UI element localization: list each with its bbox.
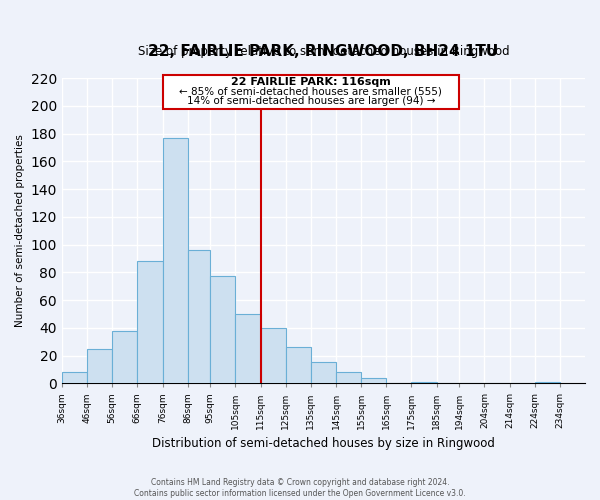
Text: 14% of semi-detached houses are larger (94) →: 14% of semi-detached houses are larger (…: [187, 96, 435, 106]
Bar: [235, 314, 260, 384]
Title: 22, FAIRLIE PARK, RINGWOOD, BH24 1TU: 22, FAIRLIE PARK, RINGWOOD, BH24 1TU: [148, 44, 499, 59]
Text: Contains HM Land Registry data © Crown copyright and database right 2024.
Contai: Contains HM Land Registry data © Crown c…: [134, 478, 466, 498]
Bar: [210, 276, 235, 384]
Bar: [361, 378, 386, 384]
X-axis label: Distribution of semi-detached houses by size in Ringwood: Distribution of semi-detached houses by …: [152, 437, 495, 450]
Bar: [260, 328, 286, 384]
Bar: [412, 382, 437, 384]
Bar: [62, 372, 87, 384]
Bar: [535, 382, 560, 384]
Bar: [286, 347, 311, 384]
Text: 22 FAIRLIE PARK: 116sqm: 22 FAIRLIE PARK: 116sqm: [231, 77, 391, 87]
FancyBboxPatch shape: [163, 76, 459, 108]
Bar: [112, 330, 137, 384]
Bar: [336, 372, 361, 384]
Bar: [87, 348, 112, 384]
Y-axis label: Number of semi-detached properties: Number of semi-detached properties: [15, 134, 25, 327]
Bar: [163, 138, 188, 384]
Bar: [311, 362, 336, 384]
Text: ← 85% of semi-detached houses are smaller (555): ← 85% of semi-detached houses are smalle…: [179, 86, 442, 96]
Bar: [137, 261, 163, 384]
Text: Size of property relative to semi-detached houses in Ringwood: Size of property relative to semi-detach…: [137, 45, 509, 58]
Bar: [188, 250, 210, 384]
